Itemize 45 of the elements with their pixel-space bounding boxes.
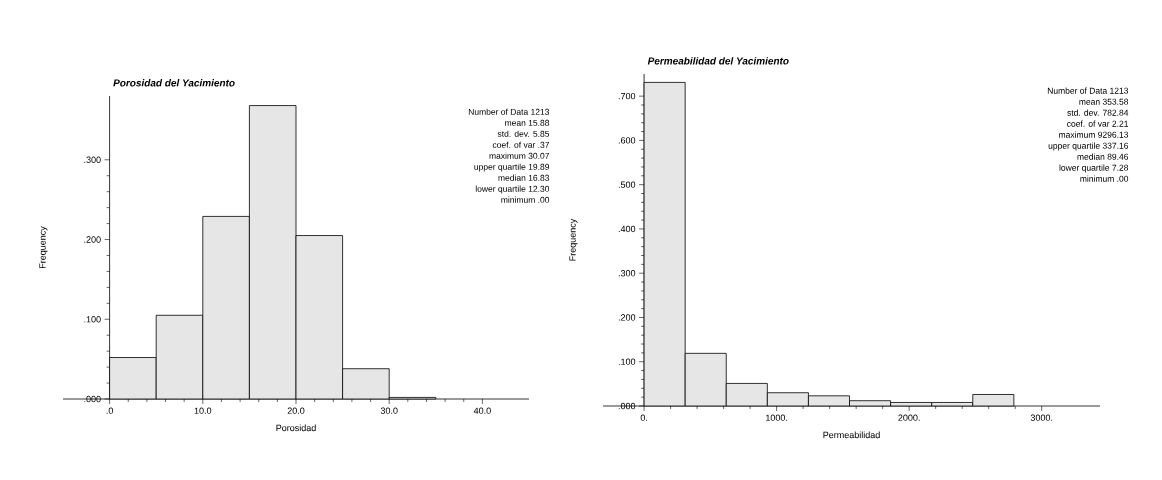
x-tick-label: .0 — [106, 407, 114, 414]
annotation: lower quartile 7.28 — [1059, 164, 1129, 173]
x-tick-label: 0. — [640, 414, 648, 421]
y-tick-label: .400 — [618, 225, 636, 233]
x-tick-label: 3000. — [1030, 414, 1053, 421]
y-tick-label: .700 — [618, 92, 636, 100]
x-tick-label: 20.0 — [287, 407, 305, 414]
annotation: upper quartile 19.89 — [474, 163, 550, 172]
annotation: coef. of var .37 — [492, 141, 550, 148]
annotation: minimum .00 — [1080, 175, 1129, 182]
y-tick-label: .600 — [618, 137, 636, 144]
y-tick-label: .500 — [618, 181, 636, 188]
y-tick-label: .100 — [84, 316, 101, 323]
x-tick-label: 1000. — [766, 414, 788, 421]
annotation: mean 15.88 — [505, 119, 550, 126]
annotation: coef. of var 2.21 — [1067, 120, 1129, 127]
annotation: Number of Data 1213 — [468, 108, 550, 115]
x-axis-title: Porosidad — [276, 424, 316, 432]
x-tick-label: 10.0 — [194, 407, 212, 414]
annotation: lower quartile 12.30 — [475, 185, 550, 194]
x-tick-label: 2000. — [898, 414, 920, 421]
y-axis-title: Frequency — [39, 226, 48, 269]
annotation: std. dev. 5.85 — [497, 130, 550, 137]
y-tick-label: .000 — [84, 395, 101, 403]
y-tick-label: .100 — [618, 358, 636, 365]
x-tick-label: 40.0 — [473, 407, 491, 414]
annotation: maximum 9296.13 — [1059, 131, 1129, 138]
annotation: minimum .00 — [501, 196, 550, 203]
y-tick-label: .200 — [84, 236, 101, 243]
y-tick-label: .300 — [84, 156, 101, 163]
chart-title: Permeabilidad del Yacimiento — [647, 57, 789, 65]
y-tick-label: .200 — [618, 314, 636, 321]
y-tick-label: .300 — [618, 270, 636, 277]
annotation: maximum 30.07 — [489, 152, 550, 159]
annotation: Number of Data 1213 — [1047, 87, 1129, 94]
y-tick-label: .000 — [618, 402, 636, 410]
annotation: upper quartile 337.16 — [1048, 142, 1129, 151]
annotation: mean 353.58 — [1079, 98, 1129, 105]
x-axis-title: Permeabilidad — [823, 431, 880, 439]
annotation: std. dev. 782.84 — [1067, 109, 1129, 116]
y-axis-title: Frequency — [569, 218, 578, 261]
annotation: median 89.46 — [1077, 153, 1129, 160]
annotation: median 16.83 — [498, 174, 550, 181]
chart-title: Porosidad del Yacimiento — [113, 79, 235, 87]
x-tick-label: 30.0 — [380, 407, 398, 414]
